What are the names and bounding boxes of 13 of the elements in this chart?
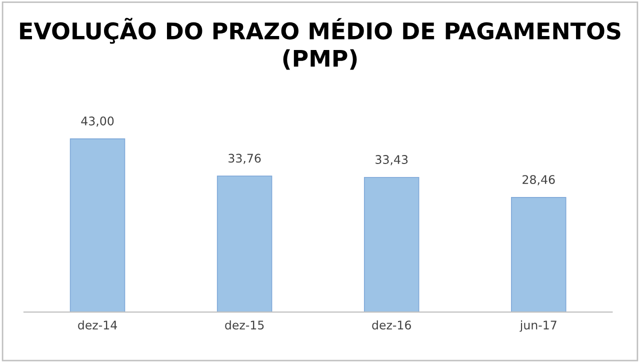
chart-title: EVOLUÇÃO DO PRAZO MÉDIO DE PAGAMENTOS (PMP)	[20, 18, 620, 70]
bar	[216, 176, 272, 312]
data-label: 43,00	[81, 116, 114, 127]
x-tick-label: dez-16	[372, 320, 411, 330]
bar	[364, 176, 420, 312]
x-tick-label: dez-14	[78, 320, 117, 330]
x-tick-label: jun-17	[520, 320, 556, 332]
bar	[511, 196, 566, 312]
data-label: 33,76	[228, 154, 261, 164]
bar	[70, 138, 126, 312]
x-tick-label: dez-15	[225, 320, 264, 330]
data-label: 28,46	[522, 175, 555, 186]
data-label: 33,43	[376, 155, 408, 166]
